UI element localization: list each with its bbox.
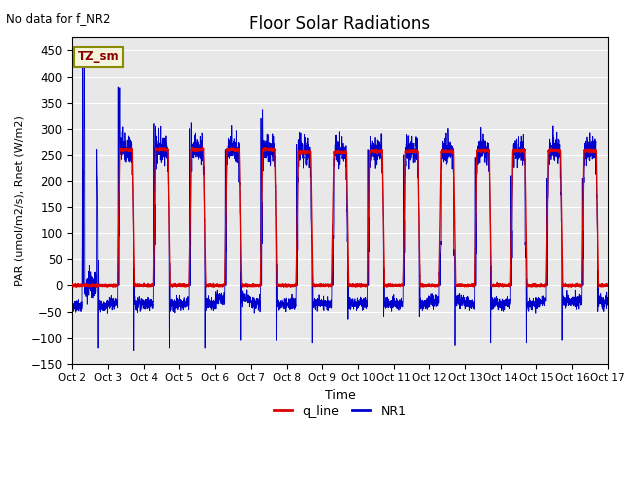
X-axis label: Time: Time [324,389,355,402]
Legend: q_line, NR1: q_line, NR1 [269,400,412,423]
Text: TZ_sm: TZ_sm [77,50,120,63]
Text: No data for f_NR2: No data for f_NR2 [6,12,111,25]
Title: Floor Solar Radiations: Floor Solar Radiations [250,15,431,33]
Y-axis label: PAR (umol/m2/s), Rnet (W/m2): PAR (umol/m2/s), Rnet (W/m2) [15,115,25,286]
